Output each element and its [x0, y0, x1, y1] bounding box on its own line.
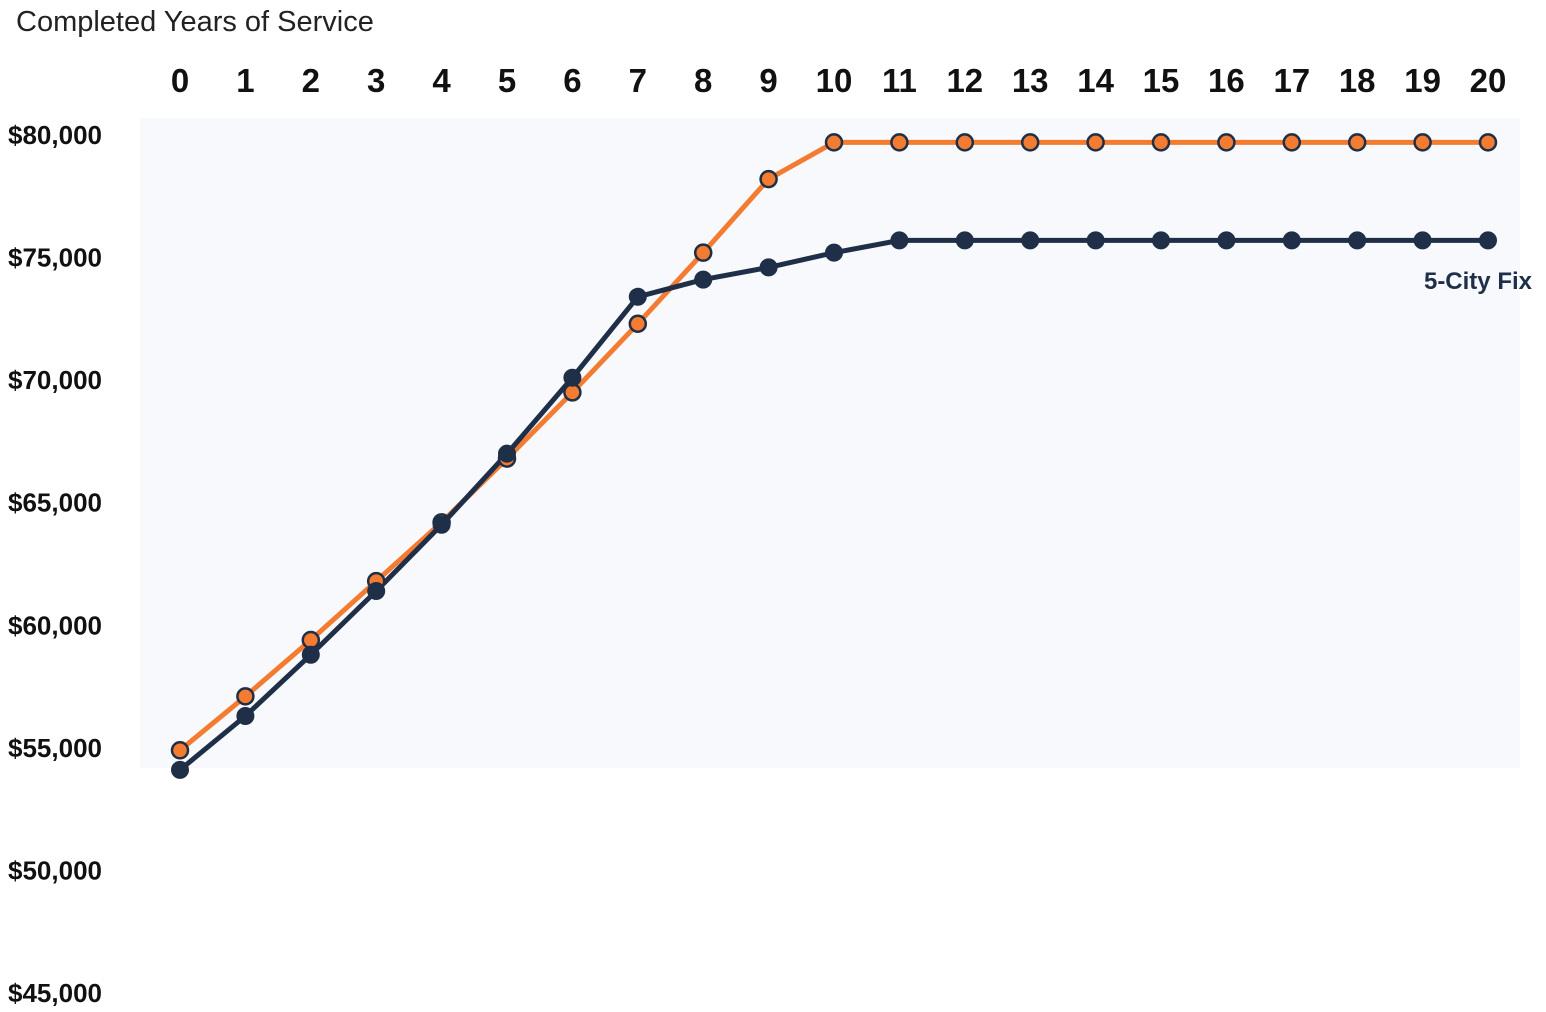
series-2-point	[825, 243, 843, 262]
series-2-point	[759, 258, 778, 277]
y-tick-label: $70,000	[8, 365, 102, 395]
series-markers	[170, 133, 1498, 779]
x-tick-label: 2	[302, 62, 320, 99]
series-2-point	[1086, 231, 1105, 250]
series-2-point	[628, 287, 647, 306]
x-tick-label: 11	[882, 62, 917, 99]
x-tick-label: 18	[1339, 62, 1376, 99]
x-tick-label: 20	[1470, 62, 1507, 99]
series-1-point	[1217, 133, 1236, 152]
y-tick-label: $75,000	[8, 243, 102, 273]
x-tick-label: 16	[1208, 62, 1245, 99]
x-tick-label: 15	[1143, 62, 1180, 99]
x-tick-label: 0	[171, 62, 189, 99]
plot-background	[140, 118, 1520, 768]
series-2-point	[1217, 231, 1236, 250]
series-2-point	[236, 706, 255, 725]
y-axis-ticks: $80,000 $75,000 $70,000 $65,000 $60,000 $55,0…	[8, 120, 102, 1008]
x-tick-label: 1	[236, 62, 254, 99]
series-1-point	[1282, 133, 1302, 152]
series-2-point	[1021, 231, 1040, 250]
series-2-point	[301, 645, 320, 664]
series-2-point	[1413, 231, 1432, 250]
series-2-point	[171, 760, 189, 779]
series-1-point	[301, 630, 321, 650]
series-2-point	[563, 368, 582, 387]
x-tick-label: 14	[1077, 62, 1114, 99]
y-tick-label: $50,000	[8, 855, 102, 885]
x-tick-label: 6	[563, 62, 581, 99]
series-1-point	[955, 133, 975, 152]
series-2-point	[955, 231, 974, 250]
x-tick-label: 3	[367, 62, 385, 99]
x-tick-label: 7	[629, 62, 647, 99]
series-1-point	[563, 383, 582, 402]
series-1-point	[1347, 133, 1367, 152]
series-1-point	[170, 741, 190, 760]
series-1-point	[1413, 133, 1432, 152]
series-1-point	[693, 243, 713, 262]
y-tick-label: $45,000	[8, 978, 102, 1008]
series-2-point	[1479, 231, 1497, 250]
x-tick-label: 17	[1273, 62, 1310, 99]
x-tick-label: 10	[816, 62, 853, 99]
series-label-5-city-fix: 5-City Fix	[1424, 268, 1533, 295]
x-tick-label: 13	[1012, 62, 1049, 99]
series-1-point	[628, 314, 648, 334]
series-1-point	[1478, 133, 1498, 152]
series-1-point	[890, 133, 909, 152]
series-2-point	[1152, 231, 1170, 250]
series-1-point	[1151, 133, 1171, 152]
x-axis-title: Completed Years of Service	[16, 6, 374, 38]
series-1-point	[236, 687, 255, 706]
x-tick-label: 12	[946, 62, 983, 99]
series-2-point	[498, 444, 516, 463]
x-tick-label: 4	[432, 62, 451, 99]
series-2-point	[432, 515, 451, 534]
y-tick-label: $55,000	[8, 733, 102, 763]
series-2-point	[367, 581, 386, 600]
series-1-point	[1020, 133, 1040, 152]
series-2-point	[694, 270, 713, 289]
y-tick-label: $80,000	[8, 120, 102, 150]
series-1-point	[1086, 133, 1105, 152]
x-tick-label: 5	[498, 62, 516, 99]
series-2-point	[1282, 231, 1301, 250]
x-tick-label: 8	[694, 62, 712, 99]
x-axis-ticks: 0 1 2 3 4 5 6 7 8 9 10 11 12 13 14 15 16 17 18 19 20	[171, 62, 1507, 99]
series-2-point	[890, 231, 909, 250]
x-tick-label: 19	[1404, 62, 1441, 99]
y-tick-label: $60,000	[8, 610, 102, 640]
y-tick-label: $65,000	[8, 488, 102, 518]
x-tick-label: 9	[759, 62, 777, 99]
series-2-point	[1348, 231, 1367, 250]
series-1-point	[759, 169, 778, 189]
series-1-point	[824, 133, 844, 152]
